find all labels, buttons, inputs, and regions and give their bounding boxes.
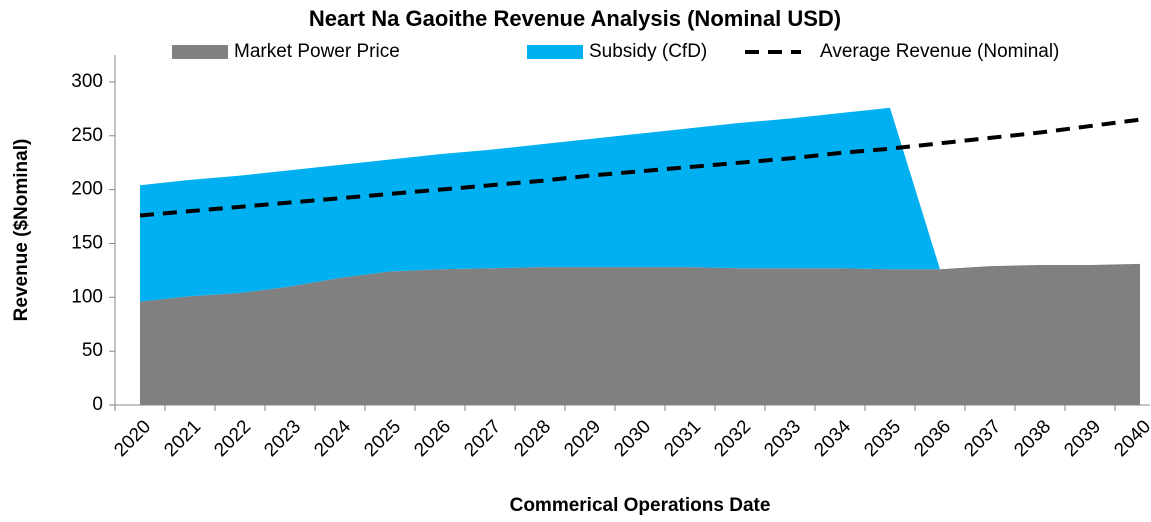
x-tick-label: 2024: [310, 416, 355, 461]
x-tick-label: 2040: [1110, 416, 1151, 461]
area: [140, 107, 1140, 302]
x-tick-label: 2026: [410, 416, 455, 461]
x-tick-label: 2020: [110, 416, 155, 461]
x-tick-label: 2021: [160, 416, 205, 461]
y-tick-label: 0: [92, 394, 103, 415]
x-tick-label: 2039: [1060, 416, 1105, 461]
x-tick-label: 2032: [710, 416, 755, 461]
x-tick-label: 2034: [810, 416, 855, 461]
area: [140, 263, 1140, 405]
y-tick-label: 300: [71, 71, 103, 92]
x-tick-label: 2025: [360, 416, 405, 461]
x-tick-label: 2029: [560, 416, 605, 461]
y-tick-label: 200: [71, 179, 103, 200]
line: [139, 117, 1141, 218]
legend-label: Market Power Price: [234, 41, 400, 62]
chart-title: Neart Na Gaoithe Revenue Analysis (Nomin…: [309, 6, 841, 31]
legend-swatch: [172, 45, 228, 59]
x-tick-label: 2035: [860, 416, 905, 461]
x-tick-label: 2037: [960, 416, 1005, 461]
x-tick-label: 2036: [910, 416, 955, 461]
x-tick-label: 2033: [760, 416, 805, 461]
legend-swatch: [527, 45, 583, 59]
x-tick-label: 2038: [1010, 416, 1055, 461]
legend-label: Average Revenue (Nominal): [820, 41, 1059, 62]
x-tick-label: 2030: [610, 416, 655, 461]
y-tick-label: 50: [82, 340, 103, 361]
x-tick-label: 2028: [510, 416, 555, 461]
x-tick-label: 2027: [460, 416, 505, 461]
legend-label: Subsidy (CfD): [589, 41, 707, 62]
x-tick-label: 2022: [210, 416, 255, 461]
y-tick-label: 250: [71, 125, 103, 146]
y-tick-label: 100: [71, 286, 103, 307]
y-tick-label: 150: [71, 232, 103, 253]
x-tick-label: 2023: [260, 416, 305, 461]
y-axis-title: Revenue ($Nominal): [11, 139, 32, 322]
x-tick-label: 2031: [660, 416, 705, 461]
x-axis-title: Commerical Operations Date: [510, 495, 771, 516]
